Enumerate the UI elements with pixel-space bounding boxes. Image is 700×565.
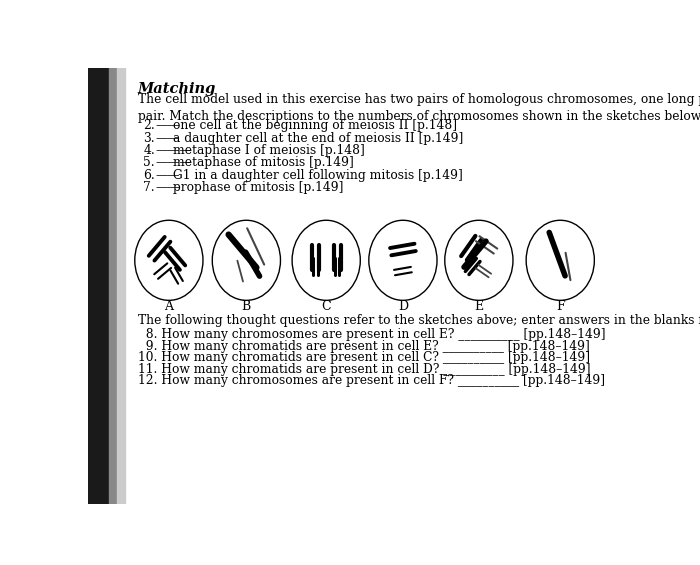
Text: ——: ——: [155, 181, 180, 194]
Text: metaphase I of meiosis [p.148]: metaphase I of meiosis [p.148]: [173, 144, 365, 157]
Text: 12. How many chromosomes are present in cell F? __________ [pp.148–149]: 12. How many chromosomes are present in …: [138, 374, 605, 387]
Text: F: F: [556, 301, 565, 314]
Text: 8. How many chromosomes are present in cell E? __________ [pp.148–149]: 8. How many chromosomes are present in c…: [138, 328, 606, 341]
Text: 2.: 2.: [144, 119, 155, 132]
Text: ——: ——: [155, 169, 180, 182]
Text: 9. How many chromatids are present in cell E? __________ [pp.148–149]: 9. How many chromatids are present in ce…: [138, 340, 589, 353]
Text: G1 in a daughter cell following mitosis [p.149]: G1 in a daughter cell following mitosis …: [173, 169, 463, 182]
Text: ———: ———: [155, 144, 193, 157]
Text: prophase of mitosis [p.149]: prophase of mitosis [p.149]: [173, 181, 343, 194]
Text: 4.: 4.: [144, 144, 155, 157]
Text: The following thought questions refer to the sketches above; enter answers in th: The following thought questions refer to…: [138, 314, 700, 327]
Text: B: B: [241, 301, 251, 314]
Text: 5.: 5.: [144, 157, 155, 170]
Text: 3.: 3.: [144, 132, 155, 145]
Text: E: E: [475, 301, 484, 314]
Text: one cell at the beginning of meiosis II [p.148]: one cell at the beginning of meiosis II …: [173, 119, 456, 132]
Text: Matching: Matching: [138, 82, 216, 95]
Text: 7.: 7.: [144, 181, 155, 194]
Text: 10. How many chromatids are present in cell C? __________ [pp.148–149]: 10. How many chromatids are present in c…: [138, 351, 590, 364]
Text: 11. How many chromatids are present in cell D? __________ [pp.148–149]: 11. How many chromatids are present in c…: [138, 363, 590, 376]
Text: D: D: [398, 301, 408, 314]
Text: The cell model used in this exercise has two pairs of homologous chromosomes, on: The cell model used in this exercise has…: [138, 93, 700, 123]
Text: C: C: [321, 301, 331, 314]
Text: metaphase of mitosis [p.149]: metaphase of mitosis [p.149]: [173, 157, 354, 170]
Text: 6.: 6.: [144, 169, 155, 182]
Text: A: A: [164, 301, 174, 314]
Text: a daughter cell at the end of meiosis II [p.149]: a daughter cell at the end of meiosis II…: [173, 132, 463, 145]
Text: ———: ———: [155, 157, 193, 170]
Text: ——: ——: [155, 132, 180, 145]
Text: ——: ——: [155, 119, 180, 132]
